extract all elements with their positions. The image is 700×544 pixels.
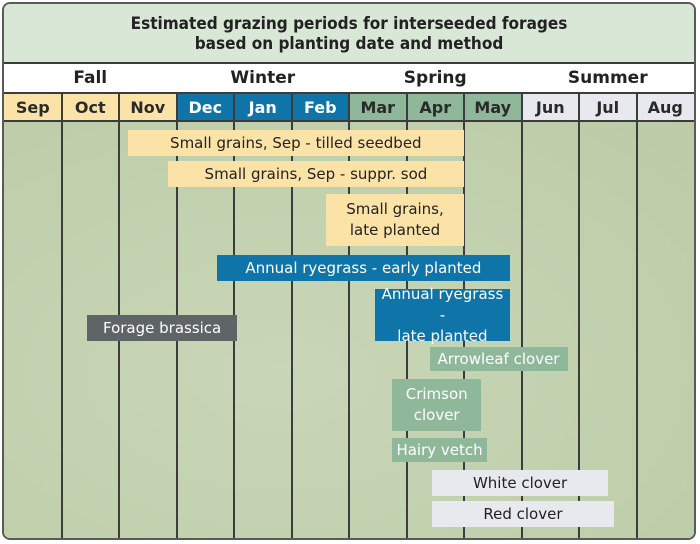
bar-label: Small grains, Sep - suppr. sod <box>204 164 428 183</box>
bar-label: clover <box>413 406 460 424</box>
bar-crimson-clover: Crimson clover <box>392 379 482 431</box>
month-divider <box>348 94 350 538</box>
bar-label: Annual ryegrass - early planted <box>245 258 482 277</box>
month-label-may: May <box>464 94 522 122</box>
month-label-oct: Oct <box>61 94 119 122</box>
season-label-summer: Summer <box>567 68 648 88</box>
month-label-aug: Aug <box>636 94 694 122</box>
chart-title-line-2: based on planting date and method <box>194 34 504 54</box>
bar-arrowleaf-clover: Arrowleaf clover <box>429 347 568 371</box>
bar-label: Arrowleaf clover <box>437 349 560 368</box>
bar-label: Forage brassica <box>102 318 222 337</box>
month-divider <box>60 94 63 538</box>
bar-label: late planted <box>397 326 488 345</box>
header-divider <box>4 62 694 64</box>
month-label-mar: Mar <box>349 94 407 122</box>
month-label-sep: Sep <box>4 94 62 122</box>
bar-annual-ryegrass-late-planted: Annual ryegrass - late planted <box>374 285 510 345</box>
bar-annual-ryegrass-early-planted: Annual ryegrass - early planted <box>216 255 510 281</box>
month-label-jan: Jan <box>234 94 292 122</box>
month-label-jun: Jun <box>521 94 579 122</box>
chart-title-line-1: Estimated grazing periods for interseede… <box>130 14 568 34</box>
bar-forage-brassica: Forage brassica <box>87 315 237 341</box>
bar-small-grains-sep-suppr-sod: Small grains, Sep - suppr. sod <box>167 161 464 187</box>
header-divider <box>4 120 694 122</box>
bar-label: Red clover <box>483 504 563 523</box>
season-header-row: Fall Winter Spring Summer <box>4 64 694 94</box>
month-label-jul: Jul <box>579 94 637 122</box>
month-label-nov: Nov <box>119 94 177 122</box>
bar-label: late planted <box>349 221 441 239</box>
season-label-winter: Winter <box>230 68 296 88</box>
header-divider <box>4 92 694 94</box>
month-divider <box>578 94 580 538</box>
month-divider <box>635 94 638 538</box>
bar-label: Small grains, <box>346 200 444 218</box>
bar-small-grains-sep-tilled-seedbed: Small grains, Sep - tilled seedbed <box>127 130 464 156</box>
season-label-spring: Spring <box>403 68 467 88</box>
bar-label: Hairy vetch <box>396 440 483 459</box>
bar-hairy-vetch: Hairy vetch <box>392 438 487 462</box>
season-label-fall: Fall <box>73 68 108 88</box>
bar-small-grains-late-planted: Small grains, late planted <box>326 194 464 246</box>
month-header-row: Sep Oct Nov Dec Jan Feb Mar Apr May Jun Jul Aug <box>4 94 694 122</box>
month-label-apr: Apr <box>406 94 464 122</box>
bar-white-clover: White clover <box>432 470 608 496</box>
month-label-feb: Feb <box>291 94 349 122</box>
bar-label: Annual ryegrass - <box>381 284 504 324</box>
bar-label: Small grains, Sep - tilled seedbed <box>170 133 422 152</box>
chart-title: Estimated grazing periods for interseede… <box>4 4 694 66</box>
bar-label: White clover <box>472 473 568 492</box>
month-divider <box>520 94 523 538</box>
month-label-dec: Dec <box>176 94 234 122</box>
month-divider <box>290 94 293 538</box>
bar-label: Crimson <box>405 385 468 403</box>
bar-red-clover: Red clover <box>432 501 614 527</box>
